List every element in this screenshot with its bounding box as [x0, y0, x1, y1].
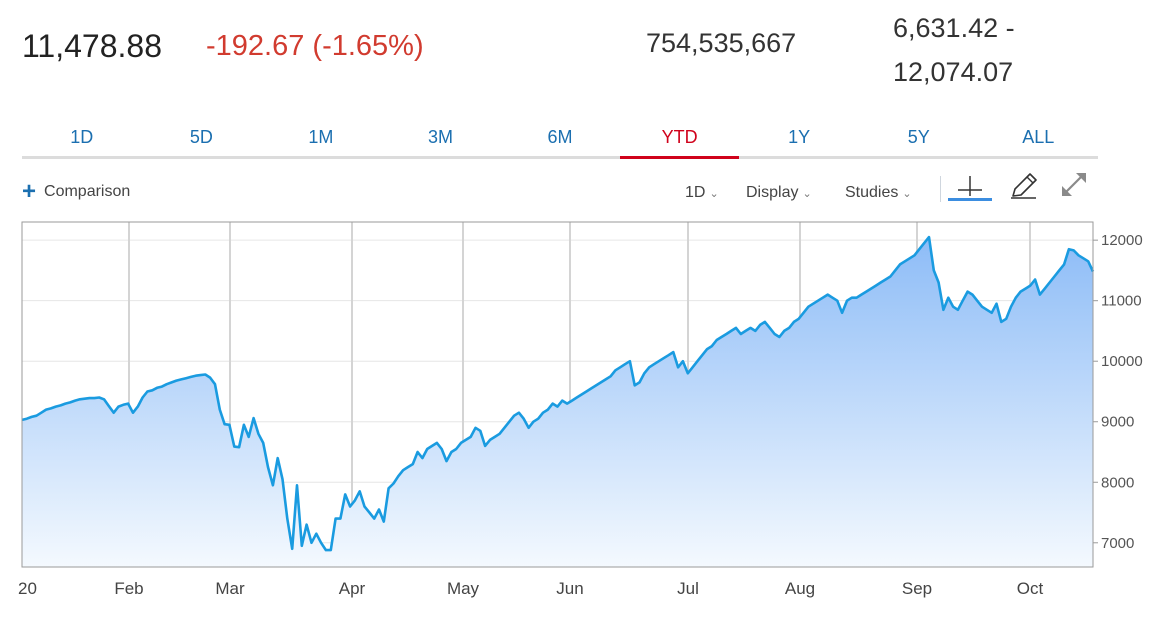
y-tick-label: 11000	[1101, 293, 1142, 310]
comparison-label: Comparison	[44, 183, 131, 200]
range-low: 6,631.42 -	[893, 13, 1015, 43]
crosshair-icon	[958, 176, 982, 196]
interval-dropdown[interactable]: 1D ⌄	[685, 184, 719, 202]
y-tick-label: 8000	[1101, 474, 1134, 491]
volume: 754,535,667	[646, 28, 797, 58]
x-tick-label: May	[447, 579, 480, 598]
tab-5y[interactable]: 5Y	[907, 127, 930, 147]
y-tick-label: 12000	[1101, 232, 1143, 249]
tab-1m[interactable]: 1M	[308, 127, 334, 147]
expand-icon	[1062, 173, 1086, 196]
last-price: 11,478.88	[22, 28, 162, 64]
y-tick-label: 9000	[1101, 414, 1134, 431]
price-chart[interactable]: 7000 8000 9000 10000 11000 12000 20 Feb Mar Apr M…	[0, 212, 1156, 622]
chart-toolbar: + Comparison 1D ⌄ Display ⌄ Studies ⌄	[0, 172, 1156, 212]
x-axis: 20 Feb Mar Apr May Jun Jul Aug Sep Oct	[18, 579, 1043, 598]
tab-all[interactable]: ALL	[1022, 127, 1055, 147]
price-area	[22, 237, 1093, 567]
x-tick-label: Jul	[677, 579, 699, 598]
comparison-button[interactable]: + Comparison	[22, 178, 131, 205]
y-tick-label: 7000	[1101, 535, 1134, 552]
y-axis: 7000 8000 9000 10000 11000 12000	[1093, 232, 1143, 552]
x-tick-label: Aug	[785, 579, 815, 598]
tab-3m[interactable]: 3M	[427, 127, 453, 147]
draw-button[interactable]	[1008, 172, 1040, 200]
x-tick-label: 20	[18, 579, 37, 598]
expand-button[interactable]	[1058, 170, 1090, 200]
price-change: -192.67 (-1.65%)	[206, 30, 424, 62]
tab-5d[interactable]: 5D	[189, 127, 213, 147]
y-tick-label: 10000	[1101, 353, 1143, 370]
x-tick-label: Sep	[902, 579, 932, 598]
chevron-down-icon: ⌄	[902, 188, 912, 200]
display-label: Display	[746, 184, 799, 201]
display-dropdown[interactable]: Display ⌄	[746, 184, 812, 202]
crosshair-button[interactable]	[948, 172, 992, 201]
price-range: 6,631.42 - 12,074.07	[893, 6, 1043, 94]
x-tick-label: Mar	[215, 579, 245, 598]
pencil-icon	[1011, 173, 1037, 199]
tab-1y[interactable]: 1Y	[788, 127, 811, 147]
studies-label: Studies	[845, 184, 899, 201]
chevron-down-icon: ⌄	[802, 188, 812, 200]
chevron-down-icon: ⌄	[709, 188, 719, 200]
plot-frame	[21, 221, 1094, 568]
tab-6m[interactable]: 6M	[547, 127, 573, 147]
toolbar-divider	[940, 176, 941, 202]
tab-1d[interactable]: 1D	[70, 127, 94, 147]
studies-dropdown[interactable]: Studies ⌄	[845, 184, 912, 202]
range-high: 12,074.07	[893, 57, 1014, 87]
x-tick-label: Apr	[339, 579, 366, 598]
period-tabs: 1D 5D 1M 3M 6M YTD 1Y 5Y ALL	[22, 118, 1098, 159]
x-tick-label: Feb	[114, 579, 143, 598]
price-line	[21, 235, 1095, 552]
interval-label: 1D	[685, 184, 706, 201]
x-tick-label: Oct	[1017, 579, 1044, 598]
tab-ytd[interactable]: YTD	[619, 118, 740, 159]
plus-icon: +	[22, 178, 37, 205]
x-tick-label: Jun	[556, 579, 583, 598]
